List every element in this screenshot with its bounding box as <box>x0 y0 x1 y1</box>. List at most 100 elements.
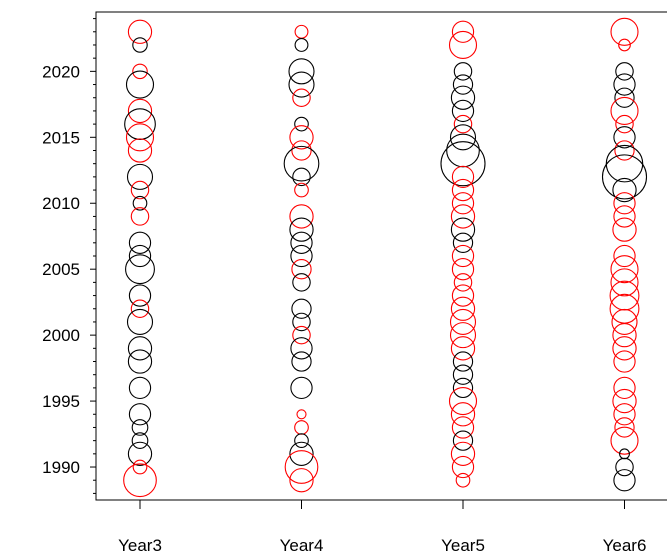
bubble-point <box>127 19 153 44</box>
bubble-point <box>613 376 636 400</box>
y-tick-label: 2000 <box>42 326 80 345</box>
bubble-point <box>453 273 473 292</box>
bubble-point <box>450 217 476 242</box>
bubble-point <box>127 336 153 361</box>
bubble-point <box>609 293 640 324</box>
bubble-point <box>612 322 637 348</box>
bubble-point <box>294 420 309 435</box>
bubble-point <box>128 231 152 254</box>
bubble-point <box>290 244 313 268</box>
bubble-point <box>451 192 475 215</box>
bubble-point <box>611 308 638 335</box>
bubble-point <box>448 387 478 416</box>
bubble-point <box>452 232 474 253</box>
bubble-point <box>613 192 636 215</box>
bubble-point <box>131 419 149 436</box>
bubble-point <box>296 409 307 420</box>
y-tick-label: 1995 <box>42 392 80 411</box>
bubble-point <box>132 63 148 80</box>
bubble-point <box>289 468 314 493</box>
bubble-point <box>453 62 473 81</box>
bubble-point <box>289 204 314 229</box>
bubble-point <box>610 17 639 46</box>
bubble-point <box>614 140 635 161</box>
bubble-point <box>612 217 637 242</box>
bubble-point <box>128 376 152 400</box>
bubble-point <box>610 268 639 297</box>
bubble-point <box>291 259 312 280</box>
bubble-point <box>450 204 476 229</box>
bubble-point <box>614 87 635 108</box>
bubble-point <box>292 167 311 187</box>
bubble-point <box>452 74 474 95</box>
bubble-point <box>125 123 155 152</box>
bubble-point <box>292 312 311 332</box>
bubble-point <box>126 163 154 190</box>
bubble-point <box>601 154 648 200</box>
bubble-point <box>449 124 477 151</box>
bubble-point <box>291 140 312 161</box>
bubble-point <box>450 85 476 110</box>
x-tick-label: Year4 <box>280 536 324 555</box>
bubble-point <box>613 205 636 228</box>
bubble-point <box>610 426 639 455</box>
bubble-point <box>613 350 636 373</box>
y-tick-label: 1990 <box>42 458 80 477</box>
bubble-point <box>294 24 309 39</box>
bubble-point <box>288 71 315 98</box>
bubble-point <box>453 114 473 134</box>
bubble-point <box>451 178 475 202</box>
bubble-point <box>452 364 474 385</box>
bubble-point <box>131 432 149 449</box>
bubble-point <box>294 433 309 448</box>
bubble-point <box>292 325 311 345</box>
bubble-point <box>618 38 631 52</box>
bubble-point <box>440 141 486 187</box>
bubble-point <box>615 457 634 477</box>
bubble-point <box>284 450 319 484</box>
bubble-point <box>613 73 636 96</box>
bubble-point <box>610 255 639 284</box>
bubble-point <box>451 455 475 479</box>
y-tick-label: 2010 <box>42 194 80 213</box>
bubble-point <box>127 349 153 374</box>
bubble-point <box>452 430 474 451</box>
bubble-point <box>123 463 157 498</box>
bubble-point <box>292 273 311 292</box>
y-tick-label: 2020 <box>42 62 80 81</box>
bubble-point <box>613 126 636 149</box>
bubble-point <box>450 402 476 427</box>
plot-frame <box>95 11 667 501</box>
x-tick-label: Year5 <box>441 536 485 555</box>
bubble-point <box>130 207 150 226</box>
bubble-point <box>291 298 312 319</box>
bubble-point <box>452 351 474 372</box>
bubble-point <box>612 336 637 361</box>
bubble-point <box>451 284 475 307</box>
bubble-point <box>613 403 636 426</box>
bubble-point <box>294 116 309 132</box>
bubble-point <box>605 144 644 183</box>
bubble-point <box>127 441 153 466</box>
bubble-point <box>451 165 475 189</box>
x-tick-label: Year3 <box>118 536 162 555</box>
bubble-point <box>450 296 476 321</box>
y-tick-label: 2005 <box>42 260 80 279</box>
bubble-point <box>289 217 314 242</box>
bubble-point <box>450 336 476 361</box>
bubble-point <box>130 299 150 319</box>
bubble-point <box>448 30 478 60</box>
bubble-point <box>288 58 315 85</box>
bubble-point <box>127 98 153 124</box>
bubble-point <box>132 37 148 53</box>
x-axis: Year3 Year4 Year5 Year6 <box>118 500 646 555</box>
bubble-point <box>132 195 148 211</box>
bubble-point <box>613 469 636 492</box>
bubble-point <box>613 244 636 268</box>
bubble-point <box>610 96 639 125</box>
bubble-point <box>283 145 320 182</box>
bubble-point <box>451 416 475 439</box>
bubble-point <box>450 441 476 466</box>
bubble-point <box>612 388 637 414</box>
